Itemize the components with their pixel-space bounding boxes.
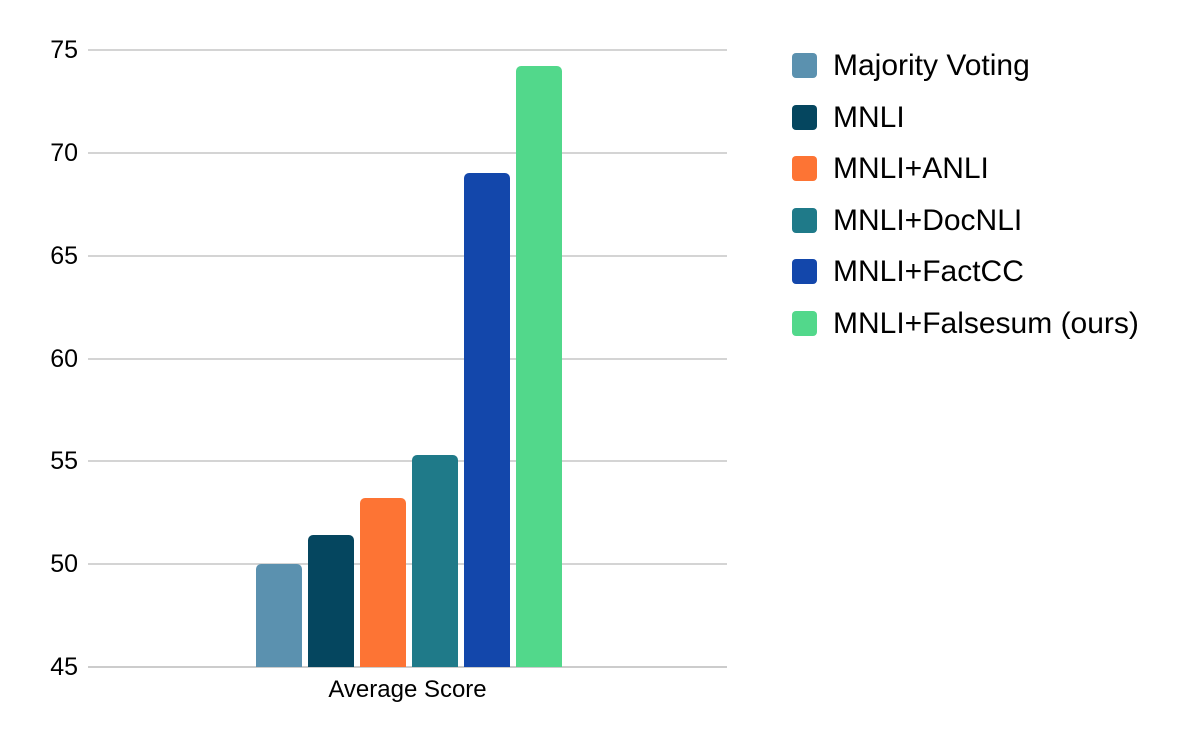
y-tick-label: 70 (50, 138, 78, 167)
legend-item: MNLI+Falsesum (ours) (792, 306, 1139, 340)
legend-label: Majority Voting (833, 49, 1030, 82)
bar-mnli (307, 535, 354, 667)
y-tick-label: 65 (50, 241, 78, 270)
y-tick-label: 75 (50, 36, 78, 64)
legend-item: MNLI+ANLI (792, 152, 1139, 185)
bar-majority-voting (255, 564, 302, 667)
legend-label: MNLI+Falsesum (ours) (833, 306, 1139, 340)
legend-item: MNLI (792, 100, 1139, 134)
legend-swatch-icon (792, 259, 817, 284)
legend-label: MNLI+DocNLI (833, 203, 1023, 237)
gridline (88, 357, 727, 360)
y-tick-label: 50 (50, 550, 78, 579)
legend-item: Majority Voting (792, 49, 1139, 82)
gridline (88, 563, 727, 566)
legend-swatch-icon (792, 53, 817, 78)
legend: Majority Voting MNLI MNLI+ANLI MNLI+DocNLI M… (792, 49, 1139, 340)
gridline (88, 49, 727, 51)
y-tick-label: 55 (50, 447, 78, 476)
y-tick-label: 45 (50, 653, 78, 681)
legend-label: MNLI+ANLI (833, 152, 989, 185)
bar-mnli-anli (359, 498, 406, 667)
legend-label: MNLI (833, 100, 905, 134)
gridline (88, 460, 727, 463)
legend-swatch-icon (792, 156, 817, 181)
gridline (88, 151, 727, 154)
gridline (88, 254, 727, 257)
x-axis-baseline (88, 666, 727, 668)
bar-mnli-factcc (463, 173, 510, 667)
bar-mnli-falsesum-ours (515, 66, 562, 667)
legend-swatch-icon (792, 207, 817, 233)
y-tick-label: 60 (50, 344, 78, 373)
legend-label: MNLI+FactCC (833, 255, 1024, 288)
x-axis-label: Average Score (328, 676, 487, 703)
bar-mnli-docnli (411, 455, 458, 667)
legend-item: MNLI+DocNLI (792, 203, 1139, 237)
legend-item: MNLI+FactCC (792, 255, 1139, 288)
legend-swatch-icon (792, 310, 817, 336)
legend-swatch-icon (792, 104, 817, 130)
